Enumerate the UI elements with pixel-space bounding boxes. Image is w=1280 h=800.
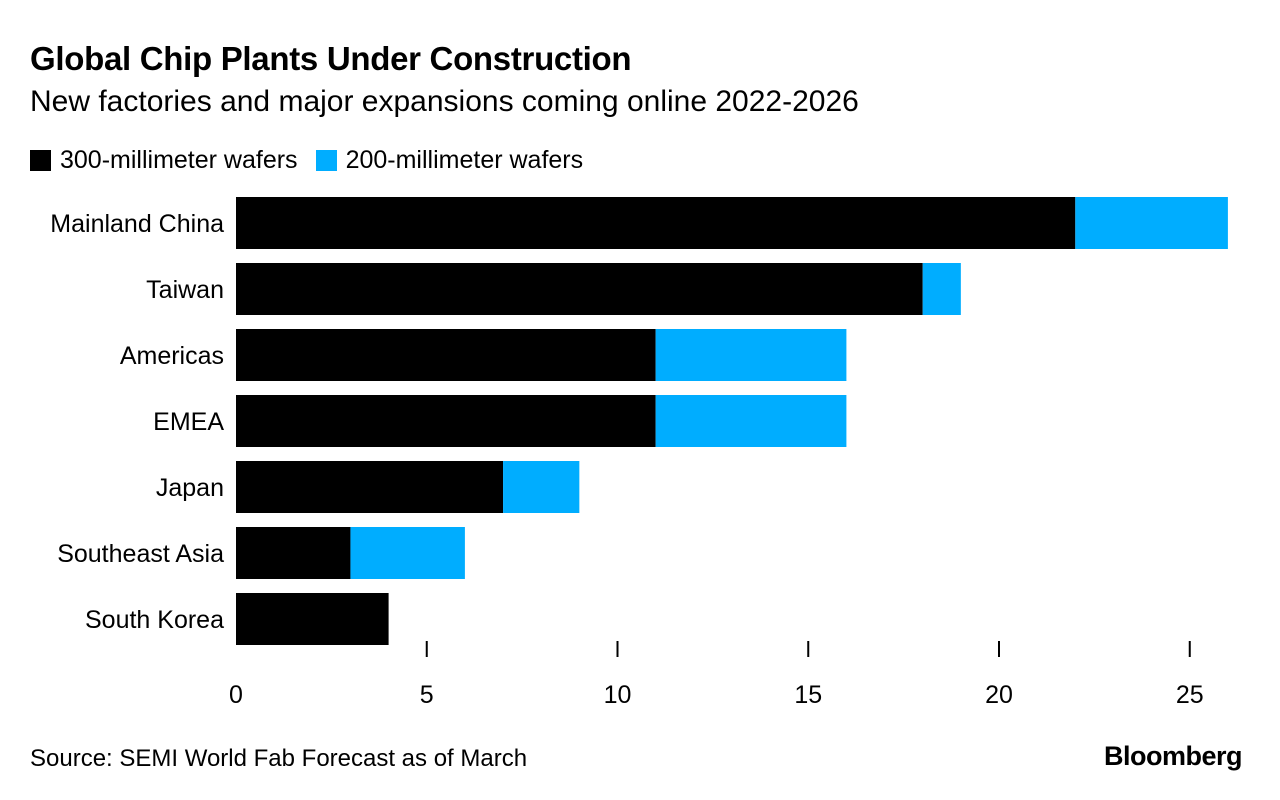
legend-item-300mm: 300-millimeter wafers (30, 146, 298, 175)
bar-americas-300mm (236, 329, 656, 381)
chart-title: Global Chip Plants Under Construction (30, 40, 632, 77)
bar-japan-200mm (503, 461, 580, 513)
bar-mainland-china-300mm (236, 197, 1076, 249)
legend-swatch-300mm (30, 150, 51, 171)
bar-americas-200mm (655, 329, 847, 381)
category-label-emea: EMEA (153, 408, 224, 436)
bar-taiwan-300mm (236, 263, 923, 315)
legend-label-200mm: 200-millimeter wafers (345, 146, 584, 174)
x-tick-label-0: 0 (229, 681, 243, 709)
category-label-southeast-asia: Southeast Asia (57, 540, 224, 568)
legend-item-200mm: 200-millimeter wafers (315, 146, 584, 175)
category-label-taiwan: Taiwan (146, 276, 224, 304)
x-tick-label-20: 20 (985, 681, 1013, 709)
bar-taiwan-200mm (922, 263, 961, 315)
bar-emea-200mm (655, 395, 847, 447)
bloomberg-logo: Bloomberg (1103, 741, 1243, 771)
x-tick-label-25: 25 (1176, 681, 1204, 709)
bar-southeast-asia-200mm (350, 527, 465, 579)
bar-south-korea-300mm (236, 593, 389, 645)
legend: 300-millimeter wafers 200-millimeter waf… (30, 146, 601, 175)
chart-subtitle: New factories and major expansions comin… (30, 85, 859, 118)
bar-mainland-china-200mm (1075, 197, 1228, 249)
bar-japan-300mm (236, 461, 504, 513)
legend-label-300mm: 300-millimeter wafers (60, 146, 298, 174)
source-note: Source: SEMI World Fab Forecast as of Ma… (30, 745, 528, 772)
legend-swatch-200mm (315, 150, 337, 171)
x-tick-label-10: 10 (604, 681, 632, 709)
x-tick-label-15: 15 (794, 681, 822, 709)
category-label-mainland-china: Mainland China (50, 210, 224, 238)
bar-southeast-asia-300mm (236, 527, 351, 579)
x-tick-label-5: 5 (420, 681, 434, 709)
category-label-japan: Japan (156, 474, 224, 502)
category-label-americas: Americas (120, 342, 224, 370)
category-label-south-korea: South Korea (85, 606, 224, 634)
bar-emea-300mm (236, 395, 656, 447)
